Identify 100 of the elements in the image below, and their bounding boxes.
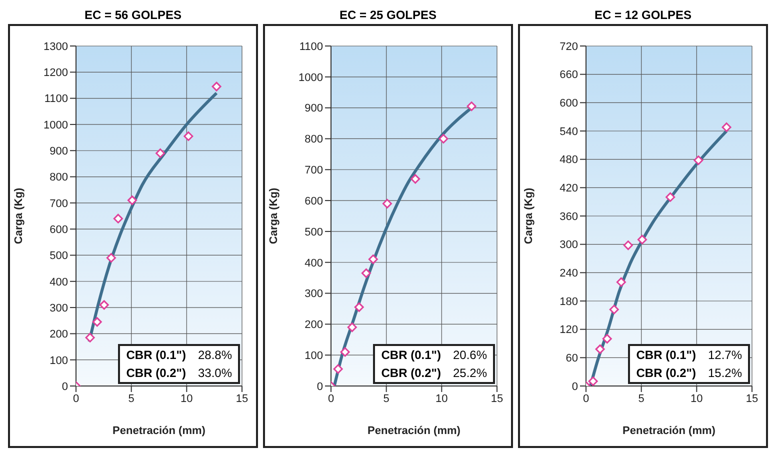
chart-title: EC = 56 GOLPES — [83, 8, 183, 24]
y-tick-label: 400 — [304, 257, 323, 270]
y-axis-title: Carga (Kg) — [522, 188, 535, 244]
point — [106, 253, 116, 263]
point — [127, 196, 137, 206]
x-tick-label: 5 — [638, 392, 644, 405]
point — [438, 134, 448, 144]
y-tick-label: 200 — [304, 319, 323, 332]
point — [602, 334, 612, 344]
y-tick-label: 900 — [50, 146, 68, 158]
y-tick-label: 420 — [560, 182, 578, 195]
y-tick-label: 60 — [566, 352, 578, 365]
point — [333, 364, 343, 374]
point — [410, 174, 420, 184]
y-tick-label: 1000 — [298, 72, 323, 84]
y-tick-label: 0 — [62, 380, 68, 393]
y-tick-label: 800 — [304, 134, 323, 146]
y-tick-label: 700 — [304, 164, 323, 177]
y-tick-label: 480 — [560, 154, 578, 166]
annotation: 15.2% — [706, 365, 743, 382]
y-tick-label: 100 — [304, 350, 323, 362]
x-tick-label: 5 — [128, 392, 134, 405]
point — [466, 102, 476, 112]
chart-title: EC = 25 GOLPES — [338, 8, 438, 24]
y-tick-label: 500 — [50, 250, 68, 262]
x-tick-label: 0 — [72, 392, 80, 405]
point — [623, 240, 633, 250]
y-axis-title: Carga (Kg) — [268, 188, 280, 244]
y-tick-label: 1300 — [44, 40, 68, 53]
point — [694, 156, 704, 166]
annotation: CBR (0.1") — [125, 347, 187, 364]
point — [722, 122, 732, 132]
point — [347, 322, 357, 332]
point — [382, 198, 392, 208]
annotation: CBR (0.2") — [635, 365, 697, 382]
point — [595, 344, 605, 354]
point — [361, 268, 371, 278]
annotation: 20.6% — [452, 347, 488, 364]
y-tick-label: 300 — [50, 302, 68, 314]
y-tick-label: 0 — [572, 380, 578, 393]
annotation: CBR (0.2") — [380, 365, 442, 382]
x-axis-title: Penetración (mm) — [622, 425, 716, 437]
y-tick-label: 600 — [560, 98, 578, 110]
x-axis-title: Penetración (mm) — [112, 425, 206, 437]
y-tick-label: 300 — [304, 288, 323, 300]
point — [637, 234, 647, 244]
annotation: CBR (0.1") — [635, 347, 697, 364]
y-tick-label: 540 — [560, 126, 578, 138]
y-tick-label: 200 — [50, 328, 68, 341]
y-tick-label: 900 — [304, 102, 323, 115]
point — [588, 376, 598, 386]
annotation: CBR (0.2") — [125, 365, 187, 382]
point — [609, 304, 619, 314]
y-tick-label: 0 — [316, 380, 323, 393]
point — [666, 192, 676, 202]
point — [368, 254, 378, 264]
annotation: 28.8% — [196, 347, 233, 364]
point — [212, 82, 222, 92]
y-tick-label: 100 — [50, 354, 68, 367]
y-tick-label: 800 — [50, 172, 68, 184]
y-tick-label: 660 — [560, 69, 578, 82]
y-tick-label: 120 — [560, 324, 578, 336]
y-tick-label: 400 — [50, 276, 68, 288]
y-tick-label: 300 — [560, 239, 578, 252]
y-tick-label: 500 — [304, 226, 323, 238]
y-tick-label: 360 — [560, 210, 578, 223]
x-tick-label: 10 — [690, 392, 703, 405]
y-tick-label: 600 — [50, 224, 68, 236]
y-tick-label: 700 — [50, 198, 68, 210]
annotation: 33.0% — [196, 365, 233, 382]
x-tick-label: 5 — [383, 392, 390, 405]
x-tick-label: 15 — [490, 392, 504, 405]
point — [156, 148, 166, 158]
y-axis-title: Carga (Kg) — [12, 188, 25, 244]
x-tick-label: 0 — [328, 392, 334, 405]
y-tick-label: 720 — [560, 40, 578, 53]
y-tick-label: 240 — [560, 268, 578, 280]
point — [616, 277, 626, 287]
annotation: 25.2% — [452, 365, 488, 382]
y-tick-label: 1200 — [44, 67, 68, 80]
annotation: 12.7% — [706, 347, 743, 364]
y-tick-label: 1000 — [44, 119, 68, 132]
point — [99, 300, 109, 310]
point — [354, 302, 364, 312]
point — [184, 131, 194, 141]
x-tick-label: 10 — [436, 392, 448, 405]
y-tick-label: 1100 — [44, 93, 68, 106]
point — [113, 214, 123, 224]
point — [85, 332, 95, 342]
x-axis-title: Penetración (mm) — [368, 425, 461, 437]
y-tick-label: 600 — [304, 195, 323, 208]
x-tick-label: 0 — [582, 392, 590, 405]
x-tick-label: 15 — [236, 392, 248, 405]
y-tick-label: 1100 — [299, 40, 323, 53]
y-tick-label: 180 — [560, 296, 578, 308]
chart-title: EC = 12 GOLPES — [593, 8, 693, 24]
point — [92, 317, 102, 327]
x-tick-label: 15 — [746, 392, 758, 405]
annotation: CBR (0.1") — [380, 347, 442, 364]
x-tick-label: 10 — [180, 392, 193, 405]
